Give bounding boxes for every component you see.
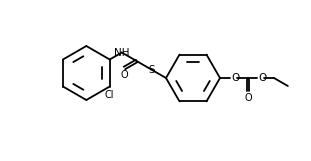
Text: O: O [244, 93, 252, 103]
Text: S: S [148, 65, 155, 75]
Text: O: O [231, 73, 239, 83]
Text: O: O [121, 70, 128, 80]
Text: Cl: Cl [105, 90, 114, 99]
Text: NH: NH [114, 47, 130, 57]
Text: O: O [258, 73, 266, 83]
